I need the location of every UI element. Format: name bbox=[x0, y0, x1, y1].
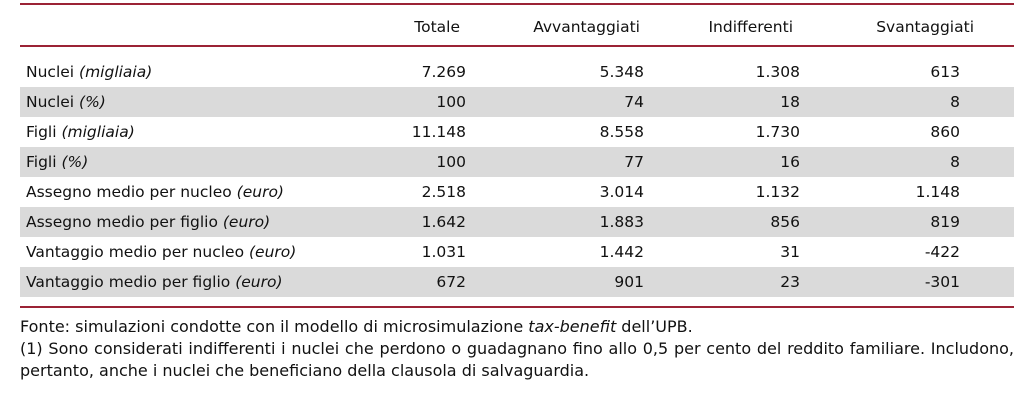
row-label: Vantaggio medio per nucleo bbox=[26, 243, 245, 261]
cell-indifferenti: 31 bbox=[780, 243, 800, 261]
table-row: Vantaggio medio per nucleo (euro) 1.031 … bbox=[20, 237, 1014, 267]
row-unit: (euro) bbox=[222, 213, 271, 231]
row-label: Figli bbox=[26, 123, 57, 141]
row-label: Figli bbox=[26, 153, 57, 171]
table-row: Nuclei (migliaia) 7.269 5.348 1.308 613 bbox=[20, 57, 1014, 87]
source-note-emphasis: tax-benefit bbox=[528, 317, 617, 336]
source-note-suffix: dell’UPB. bbox=[616, 317, 693, 336]
cell-totale: 100 bbox=[360, 87, 480, 117]
source-note: Fonte: simulazioni condotte con il model… bbox=[20, 316, 1014, 338]
cell-svantaggiati: 8 bbox=[838, 87, 1014, 117]
cell-avvantaggiati: 77 bbox=[480, 147, 680, 177]
table-row: Figli (migliaia) 11.148 8.558 1.730 860 bbox=[20, 117, 1014, 147]
table-header-row: Totale Avvantaggiati Indifferenti Svanta… bbox=[20, 8, 1014, 45]
cell-svantaggiati: 613 bbox=[930, 63, 960, 81]
row-label: Nuclei bbox=[26, 63, 75, 81]
row-unit: (%) bbox=[61, 153, 89, 171]
cell-indifferenti: 23 bbox=[680, 267, 838, 297]
table-row: Figli (%) 100 77 16 8 bbox=[20, 147, 1014, 177]
cell-avvantaggiati: 3.014 bbox=[599, 183, 644, 201]
row-label: Assegno medio per nucleo bbox=[26, 183, 232, 201]
column-header-totale: Totale bbox=[414, 17, 460, 36]
cell-svantaggiati: 860 bbox=[930, 123, 960, 141]
cell-totale: 11.148 bbox=[411, 123, 466, 141]
cell-avvantaggiati: 74 bbox=[480, 87, 680, 117]
cell-avvantaggiati: 901 bbox=[480, 267, 680, 297]
row-unit: (%) bbox=[79, 93, 106, 111]
row-unit: (migliaia) bbox=[61, 123, 135, 141]
table-row: Nuclei (%) 100 74 18 8 bbox=[20, 87, 1014, 117]
column-header-svantaggiati: Svantaggiati bbox=[876, 17, 974, 36]
row-unit: (migliaia) bbox=[79, 63, 153, 81]
cell-avvantaggiati: 5.348 bbox=[599, 63, 644, 81]
cell-avvantaggiati: 1.883 bbox=[480, 207, 680, 237]
data-table: Totale Avvantaggiati Indifferenti Svanta… bbox=[20, 8, 1014, 297]
cell-svantaggiati: -422 bbox=[924, 243, 960, 261]
cell-indifferenti: 1.132 bbox=[755, 183, 800, 201]
cell-indifferenti: 856 bbox=[680, 207, 838, 237]
table-notes: Fonte: simulazioni condotte con il model… bbox=[20, 316, 1014, 382]
cell-svantaggiati: 8 bbox=[838, 147, 1014, 177]
cell-svantaggiati: 1.148 bbox=[915, 183, 960, 201]
table-top-rule bbox=[20, 3, 1014, 5]
cell-avvantaggiati: 1.442 bbox=[599, 243, 644, 261]
cell-indifferenti: 18 bbox=[680, 87, 838, 117]
cell-avvantaggiati: 8.558 bbox=[599, 123, 644, 141]
table-row: Assegno medio per nucleo (euro) 2.518 3.… bbox=[20, 177, 1014, 207]
cell-totale: 100 bbox=[360, 147, 480, 177]
row-unit: (euro) bbox=[236, 183, 284, 201]
cell-indifferenti: 16 bbox=[680, 147, 838, 177]
row-label: Assegno medio per figlio bbox=[26, 213, 218, 231]
cell-totale: 1.031 bbox=[421, 243, 466, 261]
table-row: Vantaggio medio per figlio (euro) 672 90… bbox=[20, 267, 1014, 297]
cell-totale: 7.269 bbox=[421, 63, 466, 81]
row-label: Vantaggio medio per figlio bbox=[26, 273, 231, 291]
cell-totale: 672 bbox=[360, 267, 480, 297]
table-bottom-rule bbox=[20, 306, 1014, 308]
cell-indifferenti: 1.730 bbox=[755, 123, 800, 141]
cell-totale: 1.642 bbox=[360, 207, 480, 237]
column-header-avvantaggiati: Avvantaggiati bbox=[533, 17, 640, 36]
row-label: Nuclei bbox=[26, 93, 75, 111]
table-row: Assegno medio per figlio (euro) 1.642 1.… bbox=[20, 207, 1014, 237]
cell-indifferenti: 1.308 bbox=[755, 63, 800, 81]
table-header-rule bbox=[20, 45, 1014, 47]
source-note-text: Fonte: simulazioni condotte con il model… bbox=[20, 317, 529, 336]
row-unit: (euro) bbox=[249, 243, 297, 261]
footnote-1: (1) Sono considerati indifferenti i nucl… bbox=[20, 339, 1014, 380]
cell-totale: 2.518 bbox=[421, 183, 466, 201]
column-header-label bbox=[20, 8, 360, 45]
column-header-indifferenti: Indifferenti bbox=[708, 17, 793, 36]
row-unit: (euro) bbox=[235, 273, 283, 291]
cell-svantaggiati: 819 bbox=[838, 207, 1014, 237]
cell-svantaggiati: -301 bbox=[838, 267, 1014, 297]
